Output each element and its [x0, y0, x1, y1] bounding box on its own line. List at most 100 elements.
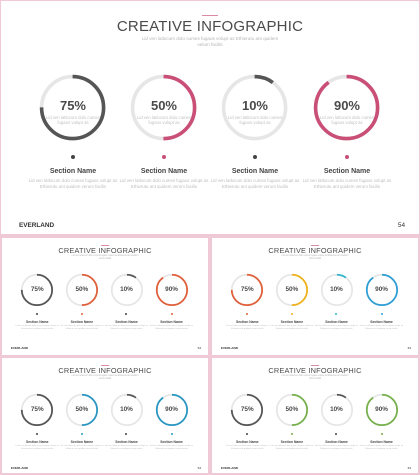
progress-ring-arc	[314, 75, 380, 141]
percentage-label: 50%	[285, 405, 299, 413]
slide-thumbnail-orange[interactable]: CREATIVE INFOGRAPHIC Lid ven latlocum dol…	[2, 238, 208, 355]
slide-preview-main[interactable]: CREATIVE INFOGRAPHIC Lid ven latlocum dol…	[1, 1, 419, 234]
slide-subtitle-line-2: velum faciliti	[197, 42, 223, 47]
progress-ring-arc	[40, 75, 106, 141]
ring-description-line-2: fugaos volupt as	[331, 120, 363, 126]
progress-ring-graphic	[21, 394, 54, 427]
percentage-label: 75%	[240, 285, 254, 293]
section-name: Section Name	[115, 319, 138, 324]
indicator-dot	[170, 313, 173, 316]
progress-ring-graphic	[365, 394, 398, 427]
section-description-line-1: Lid ven latlocum dolo cumes fugaos volup…	[15, 324, 59, 327]
progress-ring: 50%	[65, 393, 99, 427]
title-decoration-line	[101, 244, 109, 246]
slide-thumbnail-green[interactable]: CREATIVE INFOGRAPHIC Lid ven latlocum dol…	[212, 358, 418, 473]
indicator-dot	[125, 433, 128, 436]
section-description-line-2: Ethierutu ant quidem verum facilis	[130, 184, 198, 189]
slide-title: CREATIVE INFOGRAPHIC	[268, 366, 362, 376]
progress-ring-graphic	[131, 75, 197, 141]
progress-ring: 90%	[365, 273, 399, 307]
ring-description-line-2: fugaos volupt as	[239, 120, 271, 126]
page-number: 54	[407, 466, 412, 471]
progress-ring-arc	[231, 274, 264, 307]
indicator-dot	[345, 155, 349, 159]
section-description-line-1: Lid ven latlocum dolo cumes fugaos volup…	[149, 324, 194, 327]
page-number: 54	[397, 222, 405, 229]
ring-description-line-1: Lid ven latlocum dolo cumes	[136, 114, 192, 120]
percentage-label: 10%	[330, 405, 343, 413]
percentage-label: 10%	[241, 97, 268, 113]
progress-ring: 75%	[230, 393, 264, 427]
progress-ring-graphic	[65, 394, 98, 427]
section-description-line-1: Lid ven latlocum dolo cumes fugaos volup…	[359, 444, 404, 447]
progress-ring-arc	[21, 274, 54, 307]
progress-ring-graphic	[320, 274, 353, 307]
section-name: Section Name	[325, 319, 348, 324]
progress-ring-graphic	[275, 274, 308, 307]
slide-subtitle-line-1: Lid ven latlocum dolo cumes fugaos volup…	[71, 255, 139, 258]
section-description-line-2: Ethierutu ant quidem verum facilis	[231, 327, 264, 330]
progress-ring: 50% Lid ven latlocum dolo cumes fugaos vol…	[129, 73, 198, 142]
indicator-dot	[246, 433, 249, 436]
progress-ring-arc	[222, 75, 288, 141]
section-name: Section Name	[231, 168, 279, 175]
percentage-label: 90%	[165, 405, 178, 413]
section-description-line-2: Ethierutu ant quidem verum facilis	[39, 184, 107, 189]
progress-ring-graphic	[110, 274, 143, 307]
indicator-dot	[380, 433, 383, 436]
title-decoration-line	[202, 15, 218, 16]
progress-ring: 75%	[20, 273, 54, 307]
progress-ring-graphic	[275, 394, 308, 427]
section-name: Section Name	[70, 319, 94, 324]
progress-ring-graphic	[155, 394, 188, 427]
page-number: 54	[197, 466, 202, 471]
section-description-line-2: Ethierutu ant quidem verum facilis	[65, 447, 98, 450]
indicator-dot	[71, 155, 75, 159]
section-name: Section Name	[49, 168, 97, 175]
section-description-line-2: Ethierutu ant quidem verum facilis	[155, 327, 188, 330]
section-name: Section Name	[236, 319, 259, 324]
ring-description-line-1: Lid ven latlocum dolo cumes	[45, 114, 101, 120]
section-name: Section Name	[280, 319, 304, 324]
progress-ring-graphic	[65, 274, 98, 307]
slide-subtitle-line-2: velum faciliti	[98, 258, 112, 261]
slide-thumbnail-multicolor[interactable]: CREATIVE INFOGRAPHIC Lid ven latlocum dol…	[212, 238, 418, 355]
section-description-line-1: Lid ven latlocum dolo cumes fugaos volup…	[60, 444, 104, 447]
progress-ring: 90%	[155, 393, 189, 427]
slide-thumbnail-blue[interactable]: CREATIVE INFOGRAPHIC Lid ven latlocum dol…	[2, 358, 208, 473]
page-number: 54	[197, 346, 202, 351]
section-description-line-1: Lid ven latlocum dolo cumes fugaos volup…	[28, 178, 118, 183]
section-description-line-2: Ethierutu ant quidem verum facilis	[110, 447, 143, 450]
section-name: Section Name	[140, 168, 188, 175]
progress-ring: 10%	[110, 273, 144, 307]
brand-logo: EVERLAND	[19, 222, 55, 229]
progress-ring-arc	[365, 394, 398, 427]
section-description-line-2: Ethierutu ant quidem verum facilis	[313, 184, 381, 189]
progress-ring-graphic	[365, 274, 398, 307]
slide-subtitle-line-1: Lid ven latlocum dolo cumes fugaos volup…	[141, 36, 279, 41]
slide-subtitle-line-1: Lid ven latlocum dolo cumes fugaos volup…	[71, 375, 139, 378]
progress-ring-graphic	[320, 394, 353, 427]
slide-subtitle-line-2: velum faciliti	[308, 258, 322, 261]
section-description-line-2: Ethierutu ant quidem verum facilis	[110, 327, 143, 330]
section-description-line-1: Lid ven latlocum dolo cumes fugaos volup…	[359, 324, 404, 327]
percentage-label: 75%	[59, 97, 86, 113]
section-name: Section Name	[370, 319, 393, 324]
indicator-dot	[36, 313, 39, 316]
brand-logo: EVERLAND	[10, 466, 29, 471]
percentage-label: 90%	[165, 285, 178, 293]
title-decoration-line	[101, 364, 109, 366]
percentage-label: 50%	[150, 97, 177, 113]
percentage-label: 50%	[75, 285, 89, 293]
brand-logo: EVERLAND	[10, 346, 29, 351]
slide-title: CREATIVE INFOGRAPHIC	[116, 18, 304, 35]
section-description-line-1: Lid ven latlocum dolo cumes fugaos volup…	[149, 444, 194, 447]
section-name: Section Name	[280, 439, 304, 444]
ring-description-line-1: Lid ven latlocum dolo cumes	[227, 114, 283, 120]
progress-ring-graphic	[222, 75, 288, 141]
percentage-label: 75%	[30, 285, 44, 293]
section-description-line-2: Ethierutu ant quidem verum facilis	[275, 447, 308, 450]
progress-ring-arc	[110, 394, 143, 427]
section-name: Section Name	[325, 439, 348, 444]
indicator-dot	[36, 433, 39, 436]
